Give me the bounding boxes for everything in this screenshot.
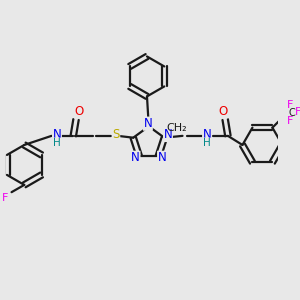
Text: F: F [2,193,8,202]
Text: O: O [219,105,228,118]
Text: N: N [52,128,61,141]
Text: F: F [286,100,293,110]
Text: F: F [295,107,300,117]
Text: N: N [143,117,152,130]
Text: S: S [112,128,120,142]
Text: N: N [158,151,167,164]
Text: N: N [203,128,212,141]
Text: N: N [164,128,172,142]
Text: C: C [288,108,295,118]
Text: H: H [53,138,61,148]
Text: F: F [286,116,293,126]
Text: N: N [131,151,140,164]
Text: CH₂: CH₂ [167,123,188,133]
Text: H: H [203,138,211,148]
Text: O: O [74,105,83,118]
